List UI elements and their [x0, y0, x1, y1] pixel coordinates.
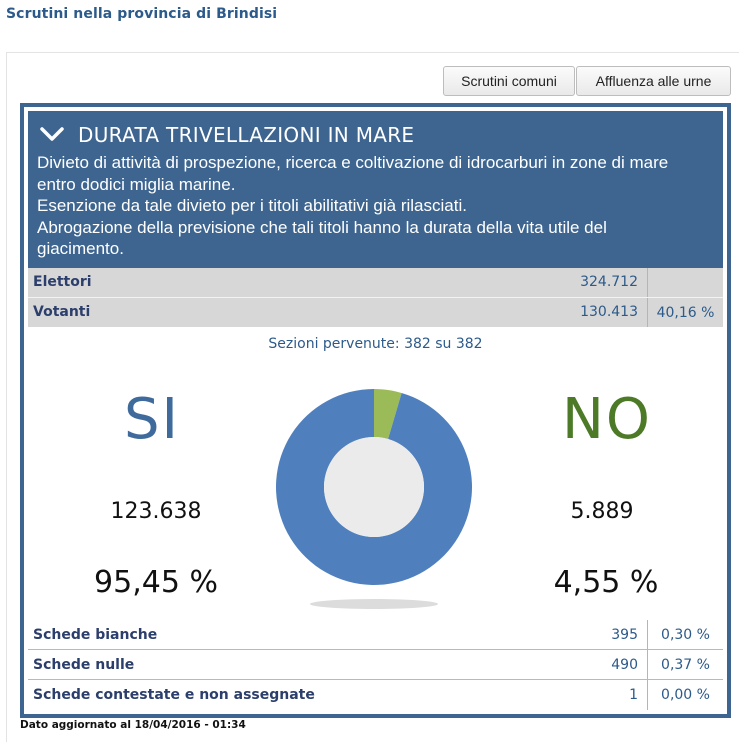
last-updated-note: Dato aggiornato al 18/04/2016 - 01:34 [20, 719, 246, 731]
tab-scrutini-comuni[interactable]: Scrutini comuni [443, 66, 575, 96]
schede-contestate-label: Schede contestate e non assegnate [33, 687, 315, 703]
si-votes: 123.638 [110, 499, 202, 524]
donut-slice-si [276, 389, 472, 585]
schede-table: Schede bianche 395 0,30 % Schede nulle 4… [28, 620, 723, 710]
votanti-label: Votanti [33, 304, 91, 320]
elettori-label: Elettori [33, 274, 92, 290]
schede-nulle-label: Schede nulle [33, 657, 135, 673]
description-line: Abrogazione della previsione che tali ti… [37, 217, 607, 259]
votanti-row: Votanti 130.413 40,16 % [28, 298, 723, 327]
votanti-percent: 40,16 % [647, 298, 723, 327]
referendum-card: DURATA TRIVELLAZIONI IN MARE Divieto di … [20, 103, 731, 718]
schede-contestate-percent: 0,00 % [647, 680, 723, 710]
table-row: Schede nulle 490 0,37 % [28, 650, 723, 680]
schede-bianche-label: Schede bianche [33, 627, 158, 643]
schede-bianche-value: 395 [611, 627, 638, 643]
votanti-value: 130.413 [580, 304, 638, 320]
tab-affluenza-urne[interactable]: Affluenza alle urne [576, 66, 731, 96]
description-line: Divieto di attività di prospezione, rice… [37, 153, 669, 194]
si-label: SI [124, 387, 181, 452]
no-percent: 4,55 % [553, 565, 659, 600]
elettori-percent [647, 268, 723, 297]
schede-bianche-percent: 0,30 % [647, 620, 723, 649]
sezioni-pervenute: Sezioni pervenute: 382 su 382 [268, 336, 483, 352]
schede-nulle-value: 490 [611, 657, 638, 673]
referendum-title: DURATA TRIVELLAZIONI IN MARE [78, 123, 415, 147]
elettori-value: 324.712 [580, 274, 638, 290]
schede-contestate-value: 1 [629, 687, 638, 703]
results-panel [6, 52, 739, 742]
donut-slice-no [374, 389, 402, 440]
table-row: Schede bianche 395 0,30 % [28, 620, 723, 650]
referendum-header: DURATA TRIVELLAZIONI IN MARE Divieto di … [28, 111, 723, 268]
no-label: NO [562, 387, 652, 452]
row-divider [28, 297, 723, 298]
page-title: Scrutini nella provincia di Brindisi [6, 6, 278, 22]
results-donut-chart [276, 389, 472, 609]
donut-hole [324, 437, 424, 537]
no-votes: 5.889 [570, 499, 634, 524]
elettori-row: Elettori 324.712 [28, 268, 723, 297]
table-row: Schede contestate e non assegnate 1 0,00… [28, 680, 723, 710]
chevron-down-icon[interactable] [40, 127, 64, 141]
schede-nulle-percent: 0,37 % [647, 650, 723, 679]
chart-shadow [310, 599, 438, 609]
si-percent: 95,45 % [94, 565, 218, 600]
description-line: Esenzione da tale divieto per i titoli a… [37, 196, 467, 215]
referendum-description: Divieto di attività di prospezione, rice… [37, 152, 717, 260]
